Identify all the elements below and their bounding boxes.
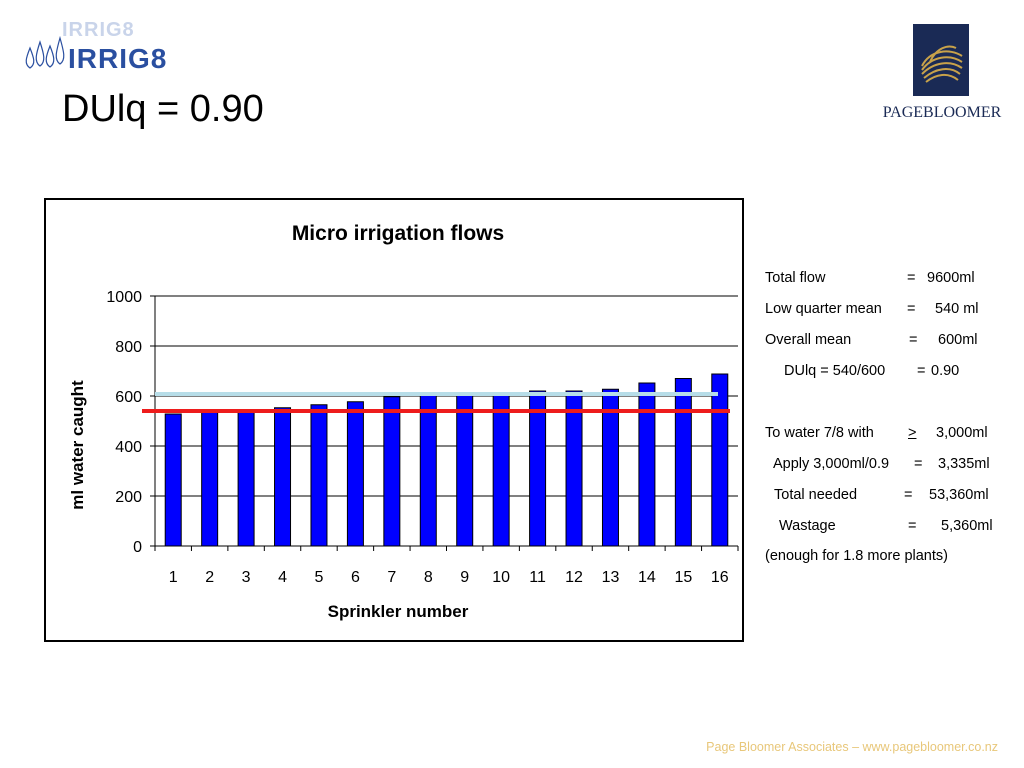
note-value: 3,000ml bbox=[936, 425, 988, 441]
x-tick-label: 9 bbox=[460, 569, 469, 586]
x-tick-label: 3 bbox=[242, 569, 251, 586]
note-operator: = bbox=[907, 301, 916, 317]
note-value: 53,360ml bbox=[929, 487, 989, 503]
x-tick-label: 15 bbox=[674, 569, 692, 586]
x-tick-label: 1 bbox=[169, 569, 178, 586]
note-label: To water 7/8 with bbox=[765, 425, 874, 441]
bar bbox=[274, 407, 292, 547]
note-value: 600ml bbox=[938, 332, 978, 348]
y-tick-label: 0 bbox=[133, 539, 142, 556]
bar bbox=[346, 401, 364, 547]
x-axis-label: Sprinkler number bbox=[328, 602, 469, 621]
x-tick-label: 6 bbox=[351, 569, 360, 586]
x-tick-label: 8 bbox=[424, 569, 433, 586]
bar bbox=[674, 378, 692, 547]
pagebloomer-logo-text: PAGEBLOOMER bbox=[882, 104, 1002, 121]
y-tick-label: 200 bbox=[115, 489, 142, 506]
note-operator: = bbox=[907, 270, 916, 286]
footer-credit: Page Bloomer Associates – www.pagebloome… bbox=[706, 740, 998, 754]
bar bbox=[492, 393, 510, 547]
note-row: Low quarter mean = 540 ml bbox=[765, 299, 1015, 319]
note-operator: > bbox=[908, 425, 917, 441]
note-label: Apply 3,000ml/0.9 bbox=[773, 456, 890, 472]
note-label: (enough for 1.8 more plants) bbox=[765, 548, 948, 564]
bar bbox=[456, 394, 474, 547]
note-operator: = bbox=[914, 456, 923, 472]
y-tick-label: 800 bbox=[115, 339, 142, 356]
note-row: Overall mean = 600ml bbox=[765, 330, 1015, 350]
note-label: DUlq = 540/600 bbox=[784, 363, 886, 379]
svg-text:IRRIG8: IRRIG8 bbox=[62, 19, 135, 41]
note-operator: = bbox=[908, 518, 917, 534]
bar bbox=[601, 388, 619, 547]
note-row: Wastage = 5,360ml bbox=[765, 516, 1015, 536]
y-tick-label: 600 bbox=[115, 389, 142, 406]
note-label: Low quarter mean bbox=[765, 301, 882, 317]
bar bbox=[310, 404, 328, 547]
x-tick-label: 4 bbox=[278, 569, 287, 586]
irrig8-logo: IRRIG8 IRRIG8 bbox=[22, 18, 174, 76]
irrig8-logo-text: IRRIG8 bbox=[68, 43, 167, 74]
y-tick-label: 400 bbox=[115, 439, 142, 456]
x-tick-label: 12 bbox=[565, 569, 583, 586]
x-tick-label: 14 bbox=[638, 569, 656, 586]
chart-title: Micro irrigation flows bbox=[292, 222, 504, 245]
note-value: 3,335ml bbox=[938, 456, 990, 472]
note-operator: = bbox=[909, 332, 918, 348]
bar bbox=[565, 390, 583, 547]
note-row: (enough for 1.8 more plants) bbox=[765, 546, 1015, 566]
y-axis-label: ml water caught bbox=[68, 380, 87, 510]
x-tick-label: 11 bbox=[529, 569, 546, 586]
bar bbox=[164, 413, 182, 547]
x-tick-label: 10 bbox=[492, 569, 510, 586]
bar bbox=[711, 373, 729, 547]
x-tick-label: 2 bbox=[205, 569, 214, 586]
pagebloomer-logo: PAGEBLOOMER bbox=[870, 22, 1010, 126]
bar bbox=[383, 396, 401, 547]
page-title: DUlq = 0.90 bbox=[62, 88, 264, 130]
bar bbox=[201, 410, 219, 547]
note-label: Overall mean bbox=[765, 332, 852, 348]
note-value: 9600ml bbox=[927, 270, 975, 286]
bar bbox=[419, 395, 437, 547]
note-row: To water 7/8 with >3,000ml bbox=[765, 423, 1015, 443]
bar bbox=[237, 409, 255, 547]
note-label: Total flow bbox=[765, 270, 826, 286]
bar bbox=[529, 390, 547, 547]
y-tick-label: 1000 bbox=[106, 289, 142, 306]
bar bbox=[638, 382, 656, 547]
note-label: Wastage bbox=[779, 518, 836, 534]
note-row: Apply 3,000ml/0.9 = 3,335ml bbox=[765, 454, 1015, 474]
note-value: 5,360ml bbox=[941, 518, 993, 534]
note-label: Total needed bbox=[774, 487, 858, 503]
chart-frame: 0 200 400 600 800 1000 1 2 3 4 5 6 7 8 9 10 11 12 13 14 15 16… bbox=[44, 198, 744, 642]
x-tick-label: 16 bbox=[711, 569, 729, 586]
note-row: Total flow = 9600ml bbox=[765, 268, 1015, 288]
note-operator: = bbox=[917, 363, 926, 379]
note-row: DUlq = 540/600 = 0.90 bbox=[765, 361, 1015, 381]
note-operator: = bbox=[904, 487, 913, 503]
x-tick-label: 7 bbox=[387, 569, 396, 586]
x-tick-label: 5 bbox=[315, 569, 324, 586]
x-tick-label: 13 bbox=[602, 569, 620, 586]
note-value: 0.90 bbox=[931, 363, 960, 379]
note-value: 540 ml bbox=[935, 301, 979, 317]
note-row: Total needed = 53,360ml bbox=[765, 485, 1015, 505]
